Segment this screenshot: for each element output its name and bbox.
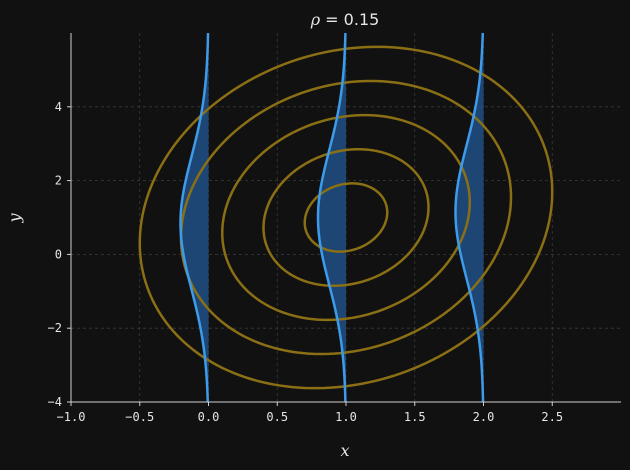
x-tick-label: 0.0	[198, 410, 220, 424]
y-tick-label: −4	[48, 395, 62, 409]
x-tick-label: 2.5	[541, 410, 563, 424]
contour-ellipse	[262, 147, 430, 288]
y-tick-label: −2	[48, 321, 62, 335]
x-tick-label: 1.0	[335, 410, 357, 424]
x-tick-label: −1.0	[57, 410, 86, 424]
x-tick-label: 1.5	[404, 410, 426, 424]
density-curve	[179, 32, 210, 403]
axes	[67, 33, 621, 406]
y-tick-label: 2	[55, 174, 62, 188]
x-tick-label: 0.5	[266, 410, 288, 424]
x-tick-label: 2.0	[473, 410, 495, 424]
title-value: = 0.15	[320, 10, 379, 29]
contour-ellipse	[303, 182, 389, 253]
density-fill	[318, 33, 346, 402]
contour-ellipse	[179, 79, 513, 356]
x-axis-label: x	[340, 441, 349, 460]
density-fill	[180, 33, 209, 402]
density-curve	[316, 32, 347, 403]
y-tick-label: 0	[55, 247, 62, 261]
title-symbol: ρ	[310, 10, 321, 29]
x-tick-label: −0.5	[125, 410, 154, 424]
y-tick-label: 4	[55, 100, 62, 114]
chart-title: ρ = 0.15	[310, 10, 380, 29]
y-axis-label: y	[5, 213, 24, 224]
contour-ellipses	[138, 45, 554, 390]
contour-ellipse	[138, 45, 554, 390]
density-curve	[454, 32, 485, 403]
density-fills	[180, 33, 484, 402]
tick-labels: −1.0 −0.5 0.0 0.5 1.0 1.5 2.0 2.5 −4 −2 0 2 4	[48, 100, 564, 424]
density-curves	[179, 32, 485, 403]
